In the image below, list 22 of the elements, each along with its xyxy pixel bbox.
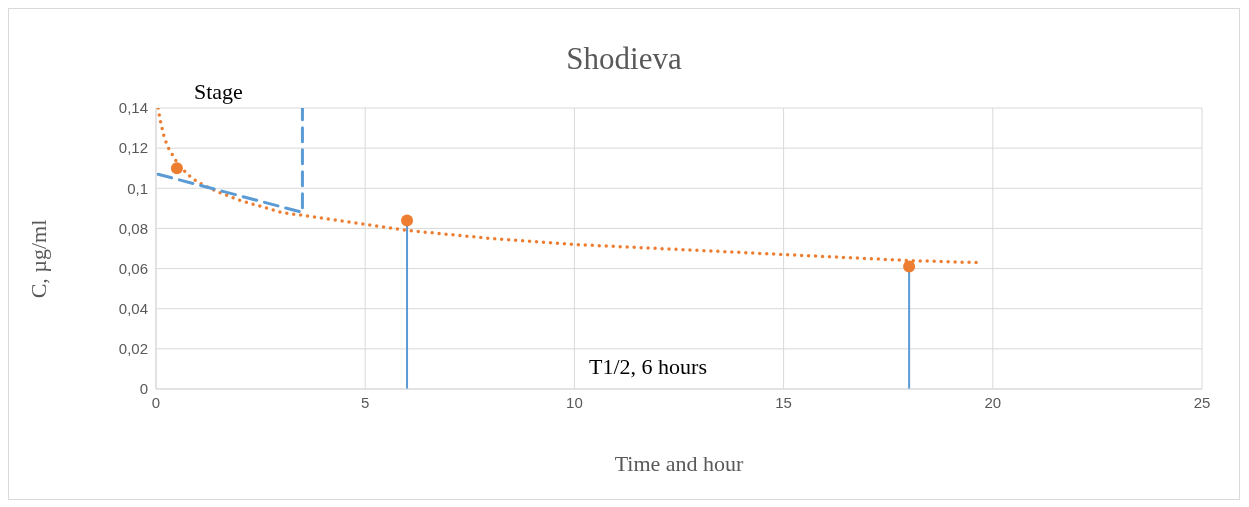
x-tick-label: 5	[361, 393, 370, 411]
point	[903, 260, 916, 273]
y-axis-title: C, µg/ml	[26, 219, 52, 299]
y-tick-label: 0	[139, 380, 148, 398]
point	[170, 162, 183, 175]
y-tick-label: 0,04	[118, 300, 148, 318]
x-axis-title: Time and hour	[613, 451, 745, 477]
x-tick-label: 15	[775, 393, 792, 411]
chart-title: Shodieva	[565, 41, 683, 77]
y-tick-label: 0,08	[118, 219, 148, 237]
y-tick-label: 0,12	[118, 139, 148, 157]
point	[401, 214, 414, 227]
y-tick-label: 0,02	[118, 340, 148, 358]
text: Stage	[194, 79, 243, 105]
y-tick-label: 0,14	[118, 99, 148, 117]
x-tick-label: 10	[566, 393, 583, 411]
y-tick-label: 0,1	[127, 179, 148, 197]
y-tick-label: 0,06	[118, 259, 148, 277]
x-tick-label: 0	[151, 393, 161, 411]
x-tick-label: 25	[1193, 393, 1211, 411]
x-tick-label: 20	[984, 393, 1002, 411]
annotation: T1/2, 6 hours	[589, 354, 707, 380]
